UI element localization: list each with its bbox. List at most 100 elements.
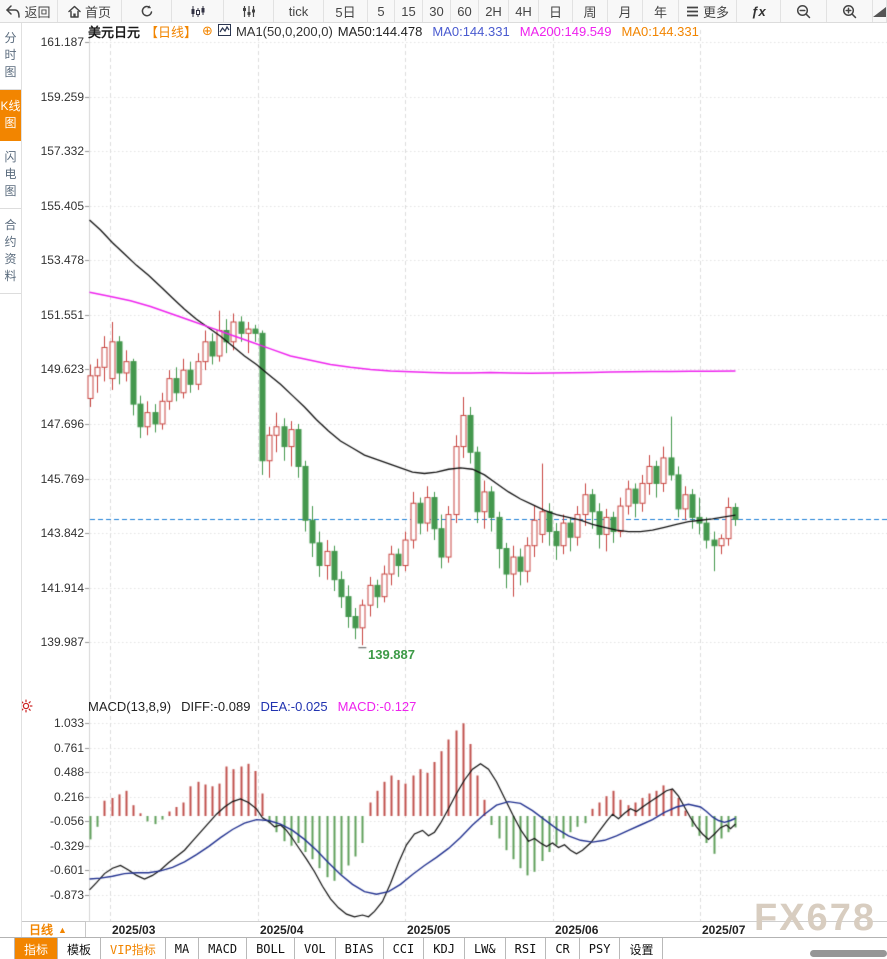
x-axis-label: 2025/03 [112, 923, 156, 937]
toolbar-more-label: 更多 [702, 4, 729, 20]
toolbar-interval-2h-label: 2H [485, 3, 502, 19]
toolbar-indicator-settings[interactable] [224, 0, 274, 22]
toolbar-interval-60-label: 60 [457, 3, 472, 19]
add-indicator-icon[interactable]: ⊕ [202, 23, 213, 38]
toolbar-interval-30-label: 30 [429, 3, 444, 19]
y-axis-label: 151.551 [40, 307, 84, 322]
toolbar-interval-day-label: 日 [548, 4, 562, 20]
indicator-tab-VOL[interactable]: VOL [295, 938, 336, 959]
ma-value-1: MA0:144.331 [432, 23, 510, 39]
y-axis-label: 159.259 [40, 89, 84, 104]
ma-value-0: MA50:144.478 [337, 23, 423, 39]
toolbar-refresh[interactable] [122, 0, 172, 22]
indicator-tab-CR[interactable]: CR [546, 938, 580, 959]
y-axis-label: 139.987 [40, 635, 84, 650]
toolbar-interval-year[interactable]: 年 [643, 0, 679, 22]
sliders-icon [242, 5, 256, 18]
sidebar-tab-0[interactable]: 分时图 [0, 22, 21, 90]
indicator-tab-MA[interactable]: MA [166, 938, 200, 959]
x-axis-label: 2025/05 [407, 923, 451, 937]
x-axis-label: 2025/06 [555, 923, 599, 937]
macd-value-1: DEA:-0.025 [260, 699, 328, 714]
macd-y-axis-label: 0.488 [53, 765, 84, 780]
toolbar-formula[interactable]: ƒx [737, 0, 781, 22]
toolbar-interval-30[interactable]: 30 [423, 0, 451, 22]
symbol-name: 美元日元 [88, 24, 141, 40]
macd-y-axis-label: -0.329 [49, 838, 84, 853]
toolbar-interval-5[interactable]: 5 [368, 0, 395, 22]
macd-y-axis-label: -0.056 [49, 814, 84, 829]
ma-value-3: MA0:144.331 [621, 23, 699, 39]
sidebar-tab-2[interactable]: 闪电图 [0, 141, 21, 209]
toolbar-interval-5d[interactable]: 5日 [324, 0, 368, 22]
toolbar-interval-year-label: 年 [653, 4, 667, 20]
fx678-watermark: FX678 [754, 897, 876, 939]
toolbar-draw-tool[interactable] [872, 0, 887, 22]
macd-value-2: MACD:-0.127 [337, 699, 417, 714]
indicator-tab-BIAS[interactable]: BIAS [336, 938, 384, 959]
y-axis-label: 153.478 [40, 253, 84, 268]
toolbar-interval-2h[interactable]: 2H [479, 0, 509, 22]
toolbar-zoom-out[interactable] [781, 0, 827, 22]
y-axis-label: 157.332 [40, 144, 84, 159]
macd-title[interactable]: MACD(13,8,9) [88, 699, 172, 714]
indicator-tab-BOLL[interactable]: BOLL [247, 938, 295, 959]
indicator-tab-指标[interactable]: 指标 [14, 938, 59, 959]
toolbar-interval-month[interactable]: 月 [608, 0, 643, 22]
x-axis-label: 2025/04 [260, 923, 304, 937]
toolbar-interval-day[interactable]: 日 [539, 0, 573, 22]
y-axis-label: 161.187 [40, 35, 84, 49]
indicator-tab-模板[interactable]: 模板 [58, 938, 102, 959]
indicator-tab-bar: 指标 模板 VIP指标 MA MACD BOLL VOL BIAS CCI KDJ LW& RSI CR… [0, 937, 887, 959]
x-axis-label: 2025/07 [702, 923, 746, 937]
toolbar-interval-60[interactable]: 60 [451, 0, 479, 22]
ma-values: MA50:144.478 MA0:144.331 MA200:149.549 MA0:… [338, 24, 699, 39]
ma-settings[interactable]: MA1(50,0,200,0) [235, 23, 333, 39]
mini-chart-icon[interactable] [217, 23, 231, 39]
toolbar-interval-15[interactable]: 15 [395, 0, 423, 22]
x-axis-row: 2025/03 2025/04 2025/05 2025/06 2025/07 [21, 921, 887, 938]
toolbar-more[interactable]: 更多 [679, 0, 737, 22]
triangle-up-icon: ▲ [58, 924, 67, 935]
chart-header: 美元日元 【日线】 ⊕ MA1(50,0,200,0) MA50:144.478… [88, 23, 699, 40]
period-selector-label: 日线 [29, 923, 54, 937]
macd-value-0: DIFF:-0.089 [181, 699, 251, 714]
indicator-tab-PSY[interactable]: PSY [580, 938, 621, 959]
refresh-icon [140, 4, 154, 18]
indicator-tab-RSI[interactable]: RSI [506, 938, 547, 959]
toolbar-home[interactable]: 首页 [58, 0, 122, 22]
toolbar-interval-week-label: 周 [583, 4, 597, 20]
toolbar-interval-5-label: 5 [377, 3, 385, 19]
sidebar-tab-3[interactable]: 合约资料 [0, 209, 21, 294]
toolbar-chart-type[interactable] [172, 0, 224, 22]
zoom-in-icon [842, 4, 857, 19]
indicator-tab-设置[interactable]: 设置 [620, 938, 664, 959]
home-icon [68, 5, 81, 18]
indicator-tab-MACD[interactable]: MACD [199, 938, 248, 959]
macd-y-axis-label: 1.033 [53, 716, 84, 731]
y-axis-label: 145.769 [40, 471, 84, 486]
toolbar-back[interactable]: 返回 [0, 0, 58, 22]
horizontal-scrollbar[interactable] [810, 950, 887, 957]
indicator-tab-VIP指标[interactable]: VIP指标 [101, 938, 166, 959]
indicator-tab-LW&[interactable]: LW& [465, 938, 506, 959]
indicator-tab-CCI[interactable]: CCI [384, 938, 425, 959]
toolbar-back-label: 返回 [24, 4, 51, 20]
period-label: 【日线】 [145, 24, 198, 40]
macd-y-axis-label: 0.761 [53, 740, 84, 755]
toolbar-interval-week[interactable]: 周 [573, 0, 608, 22]
y-axis-label: 147.696 [40, 417, 84, 432]
toolbar-interval-month-label: 月 [618, 4, 632, 20]
y-axis-label: 155.405 [40, 198, 84, 213]
toolbar-interval-tick[interactable]: tick [274, 0, 324, 22]
indicator-tab-KDJ[interactable]: KDJ [424, 938, 465, 959]
sidebar-tab-1[interactable]: K线图 [0, 90, 21, 141]
toolbar-interval-4h[interactable]: 4H [509, 0, 539, 22]
macd-values: DIFF:-0.089 DEA:-0.025 MACD:-0.127 [181, 699, 416, 714]
toolbar-zoom-in[interactable] [827, 0, 873, 22]
y-axis-label: 149.623 [40, 362, 84, 377]
macd-header: MACD(13,8,9) DIFF:-0.089 DEA:-0.025 MACD:-… [88, 699, 416, 714]
macd-y-axis-label: 0.216 [53, 789, 84, 804]
